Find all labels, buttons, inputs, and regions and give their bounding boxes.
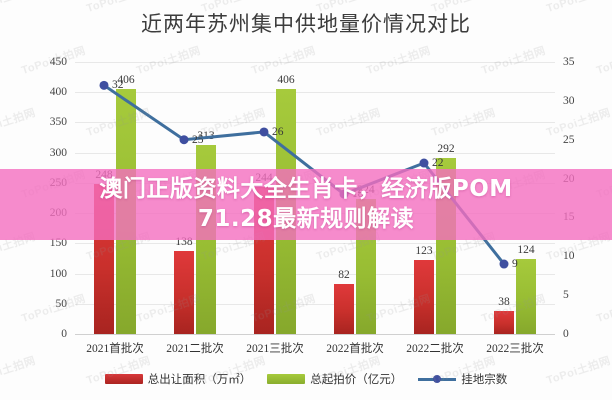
gridline — [75, 62, 555, 63]
y-axis-tick-right: 10 — [563, 250, 575, 263]
bar-total-area — [494, 311, 514, 334]
gridline — [75, 122, 555, 124]
chart-legend: 总出让面积（万㎡） 总起拍价（亿元） 挂地宗数 — [0, 368, 612, 390]
legend-label: 总出让面积（万㎡） — [147, 374, 252, 386]
promo-line-1: 澳门正版资料大全生肖卡，经济版POM — [99, 176, 513, 203]
line-data-point — [499, 259, 509, 269]
line-value-label: 26 — [272, 125, 284, 138]
bar-total-area — [414, 259, 434, 334]
line-value-label: 9 — [512, 258, 518, 271]
chart-title: 近两年苏州集中供地量价情况对比 — [141, 12, 471, 36]
gridline — [75, 334, 555, 335]
legend-item[interactable]: 总起拍价（亿元） — [267, 371, 402, 387]
line-data-point — [259, 127, 269, 137]
bar-value-label: 406 — [117, 73, 135, 86]
gridline — [75, 303, 555, 305]
bar-value-label: 292 — [437, 142, 455, 155]
line-data-point — [419, 158, 429, 168]
bar-value-label: 123 — [415, 244, 433, 257]
bar-value-label: 406 — [277, 73, 295, 86]
bar-value-label: 82 — [338, 269, 350, 282]
legend-label: 总起拍价（亿元） — [310, 374, 403, 386]
x-axis-label: 2022二批次 — [406, 343, 464, 355]
y-axis-tick-right: 30 — [563, 94, 575, 107]
gridline — [75, 92, 555, 94]
y-axis-tick-left: 400 — [49, 86, 67, 99]
y-axis-tick-left: 0 — [61, 328, 67, 340]
bar-total-area — [174, 250, 194, 334]
y-axis-tick-left: 150 — [49, 237, 67, 250]
legend-swatch-red-icon — [104, 374, 143, 384]
legend-label: 挂地宗数 — [461, 374, 508, 386]
legend-item[interactable]: 挂地宗数 — [418, 371, 507, 387]
y-axis-tick-left: 100 — [49, 267, 67, 280]
bar-group: 38 124 — [475, 62, 555, 334]
legend-swatch-green-icon — [267, 374, 306, 384]
y-axis-tick-right: 0 — [563, 328, 569, 340]
x-axis-label: 2021二批次 — [166, 343, 224, 355]
legend-item[interactable]: 总出让面积（万㎡） — [104, 371, 252, 387]
line-value-label: 32 — [112, 79, 124, 92]
y-axis-tick-right: 5 — [563, 289, 569, 302]
line-data-point — [179, 135, 189, 145]
y-axis-tick-right: 35 — [563, 56, 575, 68]
x-axis-label: 2022三批次 — [486, 343, 544, 355]
promo-overlay-banner: 澳门正版资料大全生肖卡，经济版POM 71.28最新规则解读 — [0, 169, 612, 240]
promo-overlay-text: 澳门正版资料大全生肖卡，经济版POM 71.28最新规则解读 — [0, 175, 612, 234]
gridline — [75, 243, 555, 245]
x-axis-label: 2021三批次 — [246, 343, 304, 355]
bar-value-label: 38 — [498, 296, 510, 309]
y-axis-tick-left: 300 — [49, 146, 67, 159]
bar-value-label: 124 — [517, 244, 535, 257]
y-axis-tick-left: 50 — [55, 297, 68, 310]
bar-total-price — [516, 259, 536, 334]
x-axis-label: 2022首批次 — [326, 343, 384, 355]
gridline — [75, 152, 555, 154]
line-data-point — [99, 80, 109, 90]
x-axis-label: 2021首批次 — [86, 343, 144, 355]
line-value-label: 22 — [432, 157, 444, 170]
promo-line-2: 71.28最新规则解读 — [197, 205, 415, 232]
legend-line-marker-icon — [418, 374, 457, 384]
gridline — [75, 273, 555, 275]
y-axis-tick-right: 25 — [563, 133, 575, 146]
line-value-label: 25 — [192, 133, 204, 146]
y-axis-tick-left: 450 — [49, 56, 67, 68]
bar-total-area — [334, 284, 354, 334]
y-axis-tick-left: 350 — [49, 116, 67, 129]
